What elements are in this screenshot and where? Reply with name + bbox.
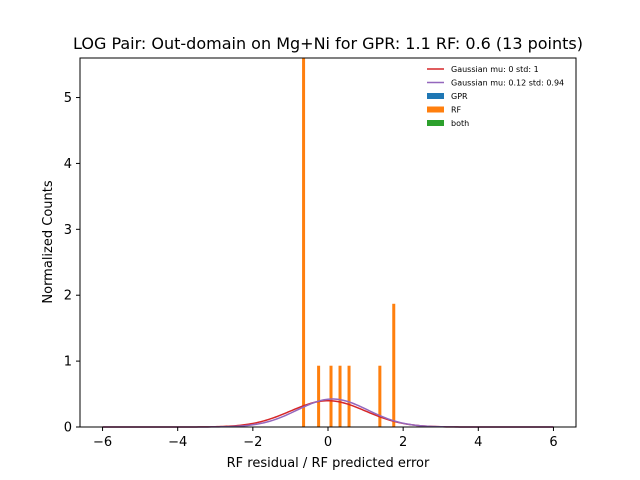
legend-patch-swatch <box>427 106 444 113</box>
x-tick-label: 4 <box>474 435 482 450</box>
legend-label: both <box>451 119 469 128</box>
rf-bar-6 <box>392 303 396 427</box>
legend-label: Gaussian mu: 0.12 std: 0.94 <box>451 79 564 88</box>
x-tick-label: 6 <box>549 435 557 450</box>
y-axis-ticks: 0 1 2 3 4 5 <box>64 91 80 436</box>
x-tick-label: 2 <box>399 435 407 450</box>
x-axis-label: RF residual / RF predicted error <box>227 456 430 471</box>
legend-label: RF <box>451 106 462 115</box>
legend-patch-swatch <box>427 93 444 99</box>
y-tick-label: 0 <box>64 421 72 436</box>
y-tick-label: 4 <box>64 157 72 172</box>
x-tick-label: −6 <box>93 435 112 450</box>
x-tick-label: −2 <box>243 435 262 450</box>
y-tick-label: 1 <box>64 355 72 370</box>
x-axis-ticks: −6 −4 −2 0 2 4 6 <box>93 427 558 450</box>
x-tick-label: 0 <box>324 435 332 450</box>
y-tick-label: 3 <box>64 223 72 238</box>
rf-bar-5 <box>378 365 382 427</box>
y-tick-label: 5 <box>64 91 72 106</box>
bars-layer <box>302 58 396 427</box>
rf-bar-3 <box>338 365 342 427</box>
curves-layer <box>102 398 554 428</box>
chart-title: LOG Pair: Out-domain on Mg+Ni for GPR: 1… <box>73 34 583 53</box>
y-axis-label: Normalized Counts <box>41 180 56 303</box>
gaussian-curve-0 <box>102 399 554 428</box>
rf-bar-2 <box>329 365 333 427</box>
gaussian-curve-1 <box>102 398 554 428</box>
rf-bar-4 <box>347 365 351 427</box>
legend-patch-swatch <box>427 120 444 126</box>
legend-label: GPR <box>451 92 468 101</box>
x-tick-label: −4 <box>168 435 187 450</box>
plot-frame <box>79 57 577 428</box>
y-tick-label: 2 <box>64 289 72 304</box>
legend-label: Gaussian mu: 0 std: 1 <box>451 65 539 74</box>
legend: Gaussian mu: 0 std: 1 Gaussian mu: 0.12 s… <box>427 65 564 128</box>
rf-bar-0 <box>302 58 306 427</box>
rf-bar-1 <box>317 365 321 427</box>
